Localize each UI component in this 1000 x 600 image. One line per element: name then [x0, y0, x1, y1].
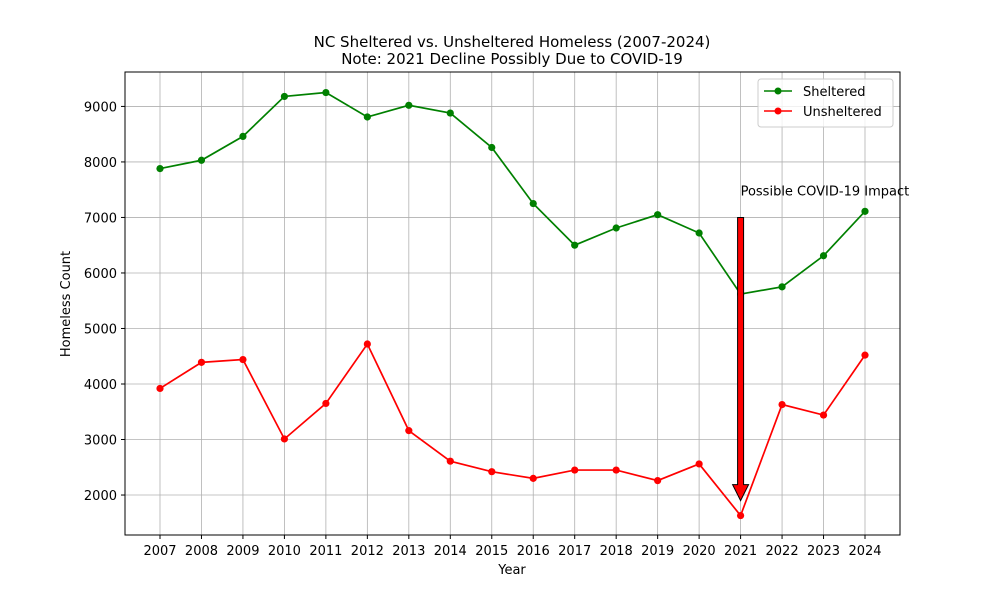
x-tick-label: 2008 [185, 544, 218, 559]
sheltered-data-point [654, 211, 662, 219]
x-tick-label: 2011 [309, 544, 342, 559]
x-tick-label: 2009 [226, 544, 259, 559]
unsheltered-data-point [156, 384, 164, 393]
sheltered-data-point [819, 252, 828, 260]
x-tick-label: 2012 [351, 544, 384, 559]
covid-annotation-text: Possible COVID-19 Impact [741, 184, 910, 199]
legend-unsheltered-marker [774, 107, 782, 115]
sheltered-data-point [280, 92, 289, 101]
unsheltered-data-point [778, 400, 786, 409]
sheltered-data-point [488, 143, 496, 152]
x-tick-label: 2016 [517, 544, 550, 559]
x-tick-label: 2014 [434, 544, 467, 559]
grid-lines [125, 72, 900, 535]
y-tick-label: 8000 [84, 156, 117, 171]
y-tick-label: 6000 [84, 267, 117, 282]
x-tick-label: 2017 [558, 544, 591, 559]
x-tick-label: 2023 [807, 544, 840, 559]
sheltered-data-point [571, 241, 579, 249]
annotation-layer: Possible COVID-19 Impact [731, 184, 910, 502]
y-tick-label: 9000 [84, 100, 117, 115]
unsheltered-data-point [405, 427, 413, 435]
unsheltered-data-point [861, 351, 869, 359]
chart-title: NC Sheltered vs. Unsheltered Homeless (2… [314, 33, 711, 51]
y-tick-label: 5000 [84, 322, 117, 337]
unsheltered-data-point [819, 411, 828, 419]
unsheltered-data-point [736, 511, 745, 520]
chart-subtitle: Note: 2021 Decline Possibly Due to COVID… [341, 50, 683, 68]
legend: Sheltered Unsheltered [757, 78, 894, 128]
sheltered-data-point [861, 207, 869, 215]
unsheltered-data-point [446, 457, 454, 465]
x-tick-label: 2021 [724, 544, 757, 559]
x-tick-label: 2018 [600, 544, 633, 559]
unsheltered-series-line [159, 342, 866, 518]
x-tick-label: 2015 [475, 544, 508, 559]
unsheltered-data-point [571, 466, 579, 474]
sheltered-data-point [612, 224, 620, 232]
unsheltered-data-point [529, 474, 537, 482]
unsheltered-data-point [488, 468, 496, 476]
sheltered-data-point [405, 101, 413, 109]
axes: 2007 2008 2009 2010 2011 2012 2013 2014 2015 2016… [84, 71, 901, 559]
unsheltered-data-point [197, 358, 206, 366]
sheltered-data-point [363, 113, 371, 121]
y-tick-label: 7000 [84, 211, 117, 226]
plot-frame [124, 71, 901, 536]
x-tick-label: 2020 [683, 544, 716, 559]
x-tick-label: 2024 [848, 544, 881, 559]
unsheltered-data-point [280, 435, 289, 443]
unsheltered-data-point [695, 460, 703, 468]
sheltered-data-point [695, 229, 703, 237]
sheltered-data-point [239, 132, 247, 140]
legend-unsheltered-label: Unsheltered [803, 105, 882, 120]
sheltered-data-point [778, 283, 786, 291]
sheltered-data-point [446, 109, 454, 117]
sheltered-series-line [159, 91, 866, 295]
y-axis-label: Homeless Count [59, 251, 74, 357]
covid-annotation-arrow [731, 216, 750, 502]
x-axis-label: Year [497, 563, 526, 578]
unsheltered-data-point [322, 399, 330, 408]
x-tick-label: 2010 [268, 544, 301, 559]
legend-sheltered-marker [774, 87, 782, 95]
series-lines [156, 88, 869, 520]
x-tick-label: 2022 [766, 544, 799, 559]
unsheltered-data-point [239, 355, 247, 364]
sheltered-data-point [197, 156, 206, 164]
y-tick-label: 2000 [84, 489, 117, 504]
unsheltered-data-point [612, 466, 620, 474]
legend-sheltered-label: Sheltered [803, 85, 866, 100]
y-tick-label: 4000 [84, 378, 117, 393]
unsheltered-data-point [363, 340, 371, 348]
x-tick-label: 2013 [392, 544, 425, 559]
sheltered-data-point [322, 88, 330, 97]
sheltered-data-point [156, 164, 164, 173]
unsheltered-data-point [654, 476, 662, 485]
sheltered-data-point [529, 199, 537, 208]
x-tick-label: 2007 [143, 544, 176, 559]
x-tick-label: 2019 [641, 544, 674, 559]
y-tick-label: 3000 [84, 434, 117, 449]
